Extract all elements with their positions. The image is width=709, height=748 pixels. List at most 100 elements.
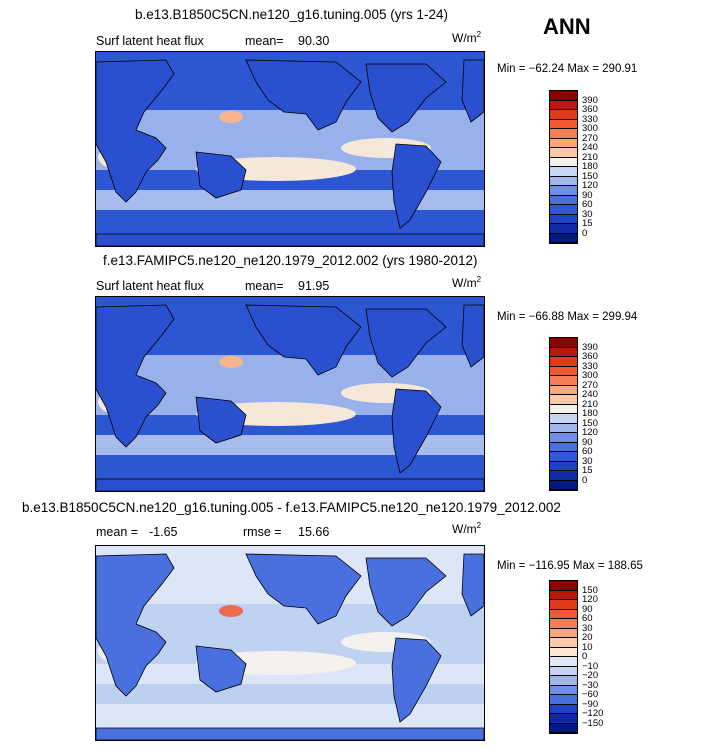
- colorbar-tick-label: 120: [582, 427, 598, 438]
- colorbar-tick-label: 330: [582, 113, 598, 125]
- colorbar-box: [550, 685, 577, 695]
- map-land-americas-north: [365, 63, 447, 133]
- colorbar-box: [550, 714, 577, 724]
- continents: [96, 304, 484, 491]
- colorbar-box: [550, 176, 577, 186]
- colorbar-tick-label: −90: [582, 698, 599, 710]
- colorbar-tick-label: 20: [582, 632, 593, 643]
- colorbar-tick-label: 150: [582, 584, 598, 596]
- colorbar-tick-label: 300: [582, 123, 598, 134]
- map-land-north: [245, 553, 362, 625]
- colorbar-box: [550, 338, 577, 348]
- map-southern-band: [96, 684, 484, 704]
- colorbar-tick-label: 240: [582, 389, 598, 400]
- panel-3-map: [95, 545, 485, 741]
- colorbar-tick-label: 270: [582, 132, 598, 144]
- colorbar-tick-label: 270: [582, 379, 598, 391]
- panel-1-mean-label: mean=: [245, 34, 284, 48]
- map-land-antarctica: [96, 478, 484, 491]
- colorbar-box: [550, 366, 577, 376]
- colorbar-tick-label: −10: [582, 660, 599, 672]
- colorbar-box: [550, 609, 577, 619]
- colorbar-tick-label: 90: [582, 436, 593, 448]
- colorbar-box: [550, 205, 577, 215]
- panel-2-field-label: Surf latent heat flux: [96, 279, 204, 293]
- colorbar-tick-label: 210: [582, 398, 598, 410]
- colorbar-tick-label: 30: [582, 455, 593, 467]
- panel-2-minmax: Min = −66.88 Max = 299.94: [497, 311, 638, 323]
- colorbar-tick-label: 60: [582, 199, 593, 210]
- colorbar-tick-label: 360: [582, 104, 598, 115]
- panel-2-mean-label: mean=: [245, 279, 284, 293]
- colorbar-box: [550, 647, 577, 657]
- colorbar-tick-label: 30: [582, 622, 593, 634]
- panel-3-mean-value: -1.65: [149, 525, 178, 539]
- colorbar-box: [550, 224, 577, 234]
- colorbar-tick-label: −150: [582, 717, 604, 729]
- colorbar-box: [550, 404, 577, 414]
- panel-1-map-svg: [96, 52, 484, 246]
- colorbar-box: [550, 167, 577, 177]
- colorbar-tick-label: 60: [582, 613, 593, 624]
- colorbar-box: [550, 376, 577, 386]
- panel-1-field-label: Surf latent heat flux: [96, 34, 204, 48]
- colorbar-box: [550, 480, 577, 490]
- colorbar-box: [550, 638, 577, 648]
- map-southern-band: [96, 190, 484, 210]
- colorbar-box: [550, 423, 577, 433]
- panel-2-unit: W/m2: [452, 275, 482, 290]
- colorbar-tick-label: 0: [582, 651, 588, 662]
- map-land-americas-north: [365, 557, 447, 627]
- colorbar-box: [550, 110, 577, 120]
- colorbar-box: [550, 704, 577, 714]
- colorbar-box: [550, 628, 577, 638]
- season-label: ANN: [543, 14, 591, 39]
- colorbar-box: [550, 590, 577, 600]
- continents: [96, 553, 484, 740]
- colorbar-box: [550, 385, 577, 395]
- map-land-north: [245, 304, 362, 376]
- colorbar-tick-label: −20: [582, 670, 599, 681]
- panel-2-map-svg: [96, 297, 484, 491]
- colorbar-box: [550, 129, 577, 139]
- map-land-americas-north: [365, 308, 447, 378]
- panel-1-title: b.e13.B1850C5CN.ne120_g16.tuning.005 (yr…: [135, 7, 448, 22]
- panel-1-colorbar: 390 360 330 300 270 240 210 180 150 120 90 60 30 15 0: [549, 90, 598, 244]
- colorbar-tick-label: 150: [582, 170, 598, 182]
- map-land-antarctica: [96, 233, 484, 246]
- panel-2-colorbar: 390 360 330 300 270 240 210 180 150 120 90 60 30 15 0: [549, 337, 598, 491]
- panel-1-map: [95, 51, 485, 247]
- colorbar-tick-label: 330: [582, 360, 598, 372]
- map-land-americas-south: [391, 637, 442, 723]
- colorbar-box: [550, 157, 577, 167]
- colorbar-tick-label: 90: [582, 603, 593, 615]
- colorbar-box: [550, 723, 577, 733]
- map-hot-spot: [219, 356, 243, 368]
- colorbar-tick-label: 0: [582, 474, 588, 486]
- colorbar-box: [550, 433, 577, 443]
- colorbar-tick-label: 210: [582, 151, 598, 163]
- map-hot-spot: [219, 111, 243, 123]
- panel-3-title: b.e13.B1850C5CN.ne120_g16.tuning.005 - f…: [22, 500, 561, 515]
- map-land-west: [96, 553, 175, 697]
- colorbar-box: [550, 414, 577, 424]
- map-land-australia: [195, 396, 247, 444]
- panel-3-rmse-label: rmse =: [243, 525, 282, 539]
- colorbar-box: [550, 233, 577, 243]
- map-southern-band: [96, 435, 484, 455]
- colorbar-box: [550, 581, 577, 591]
- colorbar-tick-label: 30: [582, 208, 593, 220]
- colorbar-box: [550, 138, 577, 148]
- panel-2-title: f.e13.FAMIPC5.ne120_ne120.1979_2012.002 …: [103, 253, 478, 268]
- colorbar-tick-label: 10: [582, 641, 593, 653]
- colorbar-box: [550, 452, 577, 462]
- panel-3-rmse-value: 15.66: [298, 525, 330, 539]
- colorbar-tick-label: −120: [582, 708, 604, 719]
- colorbar-box: [550, 461, 577, 471]
- colorbar-box: [550, 600, 577, 610]
- panel-1-mean-value: 90.30: [298, 34, 330, 48]
- colorbar-tick-label: 60: [582, 446, 593, 457]
- colorbar-tick-label: 390: [582, 94, 598, 106]
- map-land-west: [96, 59, 175, 203]
- colorbar-tick-label: 90: [582, 189, 593, 201]
